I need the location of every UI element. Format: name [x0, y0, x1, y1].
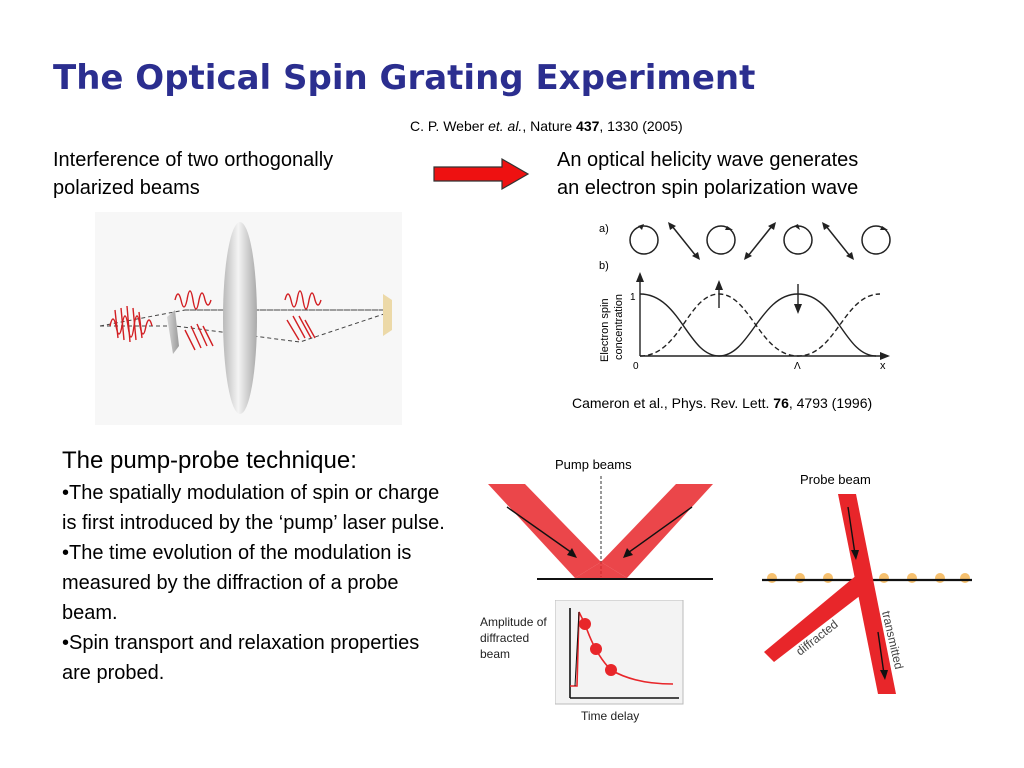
label-a: a) [599, 223, 609, 235]
helicity-line-1: An optical helicity wave generates [557, 149, 859, 171]
spin-x-axis: x [880, 360, 886, 372]
probe-beam-figure: Probe beam transmitted diffracted [762, 472, 972, 694]
pump-beam-left [488, 484, 601, 578]
decay-ylabel-1: Amplitude of [480, 615, 547, 629]
lens [223, 222, 257, 414]
probe-label: Probe beam [800, 472, 871, 487]
pump-probe-text: The pump-probe technique: •The spatially… [62, 446, 452, 688]
pump-probe-heading: The pump-probe technique: [62, 447, 357, 474]
spin-x-lambda: Λ [794, 361, 801, 372]
citation-journal: Nature [530, 118, 573, 134]
decay-point [590, 643, 602, 655]
page-title: The Optical Spin Grating Experiment [53, 58, 756, 98]
helicity-circle-1 [629, 225, 659, 255]
decay-xlabel: Time delay [581, 709, 639, 723]
pump-probe-bullet-2: •The time evolution of the modulation is… [62, 542, 412, 624]
probe-beam-transmitted [838, 494, 896, 694]
probe-beam-diffracted [764, 574, 870, 662]
decay-point [605, 664, 617, 676]
spin-up-arrow-icon [715, 280, 723, 290]
spin-down-arrow-icon [794, 304, 802, 314]
helicity-circle-3 [783, 225, 813, 255]
spin-wave-figure: a) b) Electron spin concentration 1 0 Λ … [572, 222, 891, 411]
citation-volume: 437 [576, 118, 600, 134]
spin-curve-dashed [639, 293, 881, 357]
citation: C. P. Weber et. al., Nature 437, 1330 (2… [410, 118, 683, 134]
right-arrow-icon [433, 157, 530, 191]
spin-x-origin: 0 [633, 361, 639, 372]
pump-probe-bullet-1: •The spatially modulation of spin or cha… [62, 482, 445, 534]
interference-caption: Interference of two orthogonally polariz… [53, 146, 423, 202]
detector-plate [383, 294, 392, 336]
spin-curve-solid [639, 293, 877, 357]
helicity-line-2: an electron spin polarization wave [557, 177, 859, 199]
beam-splitter [167, 310, 179, 354]
helicity-circle-2 [706, 225, 736, 255]
citation-authors: C. P. Weber [410, 118, 485, 134]
spin-ylabel-1: Electron spin [599, 298, 611, 362]
interference-line-2: polarized beams [53, 177, 200, 199]
decay-point [579, 618, 591, 630]
citation-rest: , 1330 (2005) [599, 118, 683, 134]
pump-beams-figure: Pump beams [488, 457, 713, 580]
helicity-circle-4 [861, 225, 891, 255]
interference-illustration [95, 212, 402, 425]
decay-figure: Time delay [555, 600, 684, 723]
helicity-caption: An optical helicity wave generates an el… [557, 146, 977, 202]
pump-label: Pump beams [555, 457, 632, 472]
pump-beam-right [601, 484, 713, 578]
decay-ylabel-3: beam [480, 647, 511, 661]
pump-probe-bullet-3: •Spin transport and relaxation propertie… [62, 632, 420, 684]
interference-line-1: Interference of two orthogonally [53, 149, 334, 171]
spin-caption: Cameron et al., Phys. Rev. Lett. 76, 479… [572, 395, 872, 411]
decay-label: Amplitude of diffracted beam [480, 614, 547, 662]
spin-ylabel-2: concentration [613, 294, 625, 360]
label-b: b) [599, 260, 609, 272]
decay-ylabel-2: diffracted [480, 631, 530, 645]
spin-y-tick: 1 [630, 292, 636, 303]
citation-etal: et. al. [488, 118, 523, 134]
